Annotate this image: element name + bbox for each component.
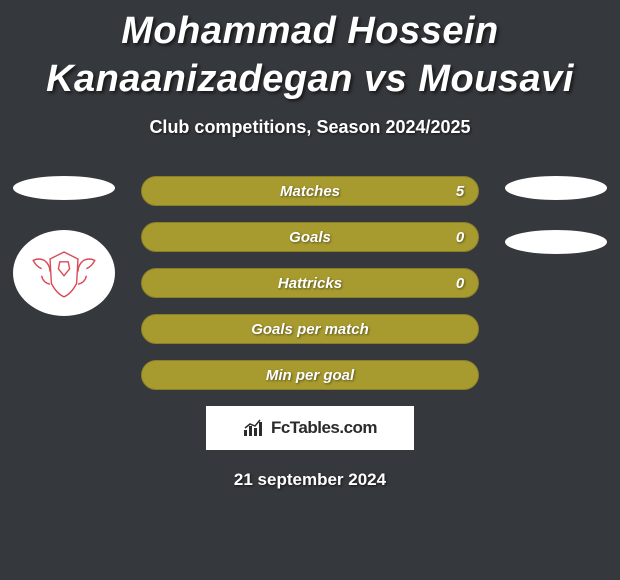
stat-bar-label: Goals <box>289 229 331 246</box>
stat-bars: Matches 5 Goals 0 Hattricks 0 Goals per … <box>141 176 479 390</box>
stat-bar-label: Matches <box>280 183 340 200</box>
left-badge-column <box>10 176 119 390</box>
bars-chart-icon <box>243 419 265 437</box>
stat-bar-hattricks: Hattricks 0 <box>141 268 479 298</box>
page-title: Mohammad Hossein Kanaanizadegan vs Mousa… <box>0 0 620 103</box>
stat-bar-matches: Matches 5 <box>141 176 479 206</box>
stat-bar-label: Hattricks <box>278 275 342 292</box>
subtitle: Club competitions, Season 2024/2025 <box>0 117 620 138</box>
player-badge-oval <box>505 176 607 200</box>
stats-area: Matches 5 Goals 0 Hattricks 0 Goals per … <box>0 176 620 390</box>
stat-bar-goals: Goals 0 <box>141 222 479 252</box>
date-text: 21 september 2024 <box>0 470 620 490</box>
stat-bar-label: Goals per match <box>251 321 369 338</box>
logo-text: FcTables.com <box>271 418 377 438</box>
club-crest-badge <box>13 230 115 316</box>
stat-bar-value: 0 <box>456 229 464 246</box>
fctables-logo: FcTables.com <box>206 406 414 450</box>
stat-bar-value: 0 <box>456 275 464 292</box>
stat-bar-min-per-goal: Min per goal <box>141 360 479 390</box>
player-badge-oval <box>505 230 607 254</box>
stat-bar-goals-per-match: Goals per match <box>141 314 479 344</box>
stat-bar-value: 5 <box>456 183 464 200</box>
player-badge-oval <box>13 176 115 200</box>
crest-icon <box>29 243 99 303</box>
stat-bar-label: Min per goal <box>266 367 354 384</box>
right-badge-column <box>501 176 610 390</box>
